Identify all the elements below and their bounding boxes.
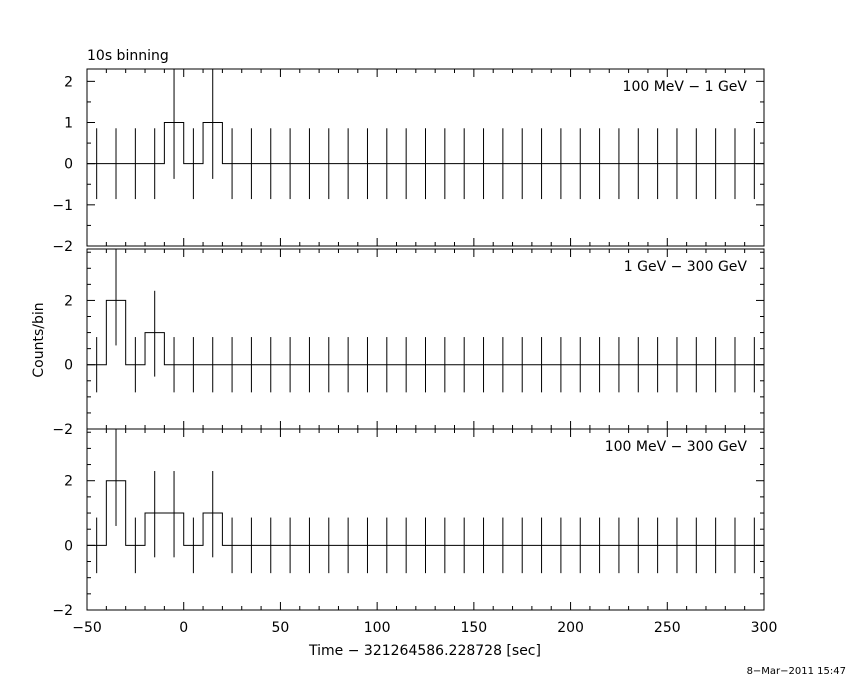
x-tick-label: −50: [72, 620, 102, 636]
y-axis-label: Counts/bin: [31, 302, 47, 377]
x-tick-label: 200: [557, 620, 584, 636]
panels-group: 100 MeV − 1 GeV −2 −1 0 1 2 1 GeV − 300 GeV −2 0…: [52, 68, 765, 619]
panel-energy-label: 100 MeV − 1 GeV: [623, 79, 748, 95]
panel-frame: [86, 428, 765, 611]
x-tick-label: 50: [272, 620, 290, 636]
y-tick-label: 0: [64, 358, 73, 374]
footer-timestamp: 8−Mar−2011 15:47: [747, 666, 846, 677]
panel-1: 100 MeV − 1 GeV −2 −1 0 1 2: [52, 68, 765, 255]
x-axis: −50 0 50 100 150 200 250 300: [72, 620, 777, 636]
y-tick-label: −2: [52, 603, 73, 619]
y-tick-label: 2: [64, 293, 73, 309]
y-tick-label: 0: [64, 538, 73, 554]
y-tick-label: −1: [52, 198, 73, 214]
y-tick-label: 2: [64, 74, 73, 90]
panel-energy-label: 100 MeV − 300 GeV: [605, 439, 748, 455]
y-tick-label: 0: [64, 157, 73, 173]
x-tick-label: 300: [751, 620, 778, 636]
y-tick-label: −2: [52, 239, 73, 255]
y-tick-label: −2: [52, 422, 73, 438]
x-tick-label: 150: [460, 620, 487, 636]
x-tick-label: 100: [364, 620, 391, 636]
x-tick-label: 0: [179, 620, 188, 636]
panel-frame: [86, 68, 765, 247]
panel-3: 100 MeV − 300 GeV −2 0 2: [52, 428, 765, 619]
panel-2: 1 GeV − 300 GeV −2 0 2: [52, 248, 765, 438]
x-tick-label: 250: [654, 620, 681, 636]
panel-energy-label: 1 GeV − 300 GeV: [624, 259, 748, 275]
y-tick-label: 2: [64, 474, 73, 490]
y-tick-label: 1: [64, 116, 73, 132]
chart-title: 10s binning: [87, 48, 169, 64]
x-axis-label: Time − 321264586.228728 [sec]: [308, 643, 541, 659]
